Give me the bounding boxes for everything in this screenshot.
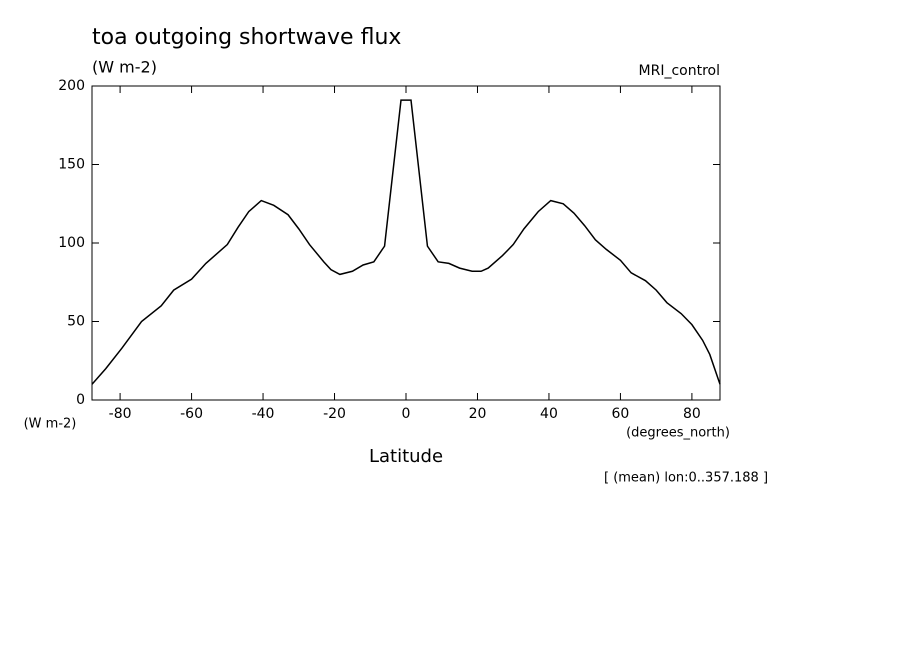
chart-title: toa outgoing shortwave flux (92, 25, 401, 50)
x-tick-label: 40 (540, 406, 558, 422)
data-line (91, 99, 721, 385)
y-tick-label: 50 (67, 314, 85, 330)
note: [ (mean) lon:0..357.188 ] (604, 471, 768, 486)
x-tick-label: -40 (252, 406, 275, 422)
y-axis-label: (W m-2) (24, 417, 77, 432)
y-tick-label: 0 (76, 392, 85, 408)
x-tick-label: 60 (612, 406, 630, 422)
y-tick-label: 150 (58, 157, 85, 173)
x-tick-label: 0 (402, 406, 411, 422)
y-tick-label: 100 (58, 235, 85, 251)
annotation: MRI_control (639, 63, 720, 79)
chart-subtitle: (W m-2) (92, 58, 157, 77)
plot-frame (91, 85, 721, 401)
x-axis-label: Latitude (369, 446, 443, 467)
x-tick-label: -60 (180, 406, 203, 422)
x-tick-label: -20 (323, 406, 346, 422)
x-tick-label: 20 (469, 406, 487, 422)
x-tick-label: 80 (683, 406, 701, 422)
x-tick-label: -80 (109, 406, 132, 422)
x-unit-label: (degrees_north) (626, 426, 730, 441)
y-tick-label: 200 (58, 78, 85, 94)
